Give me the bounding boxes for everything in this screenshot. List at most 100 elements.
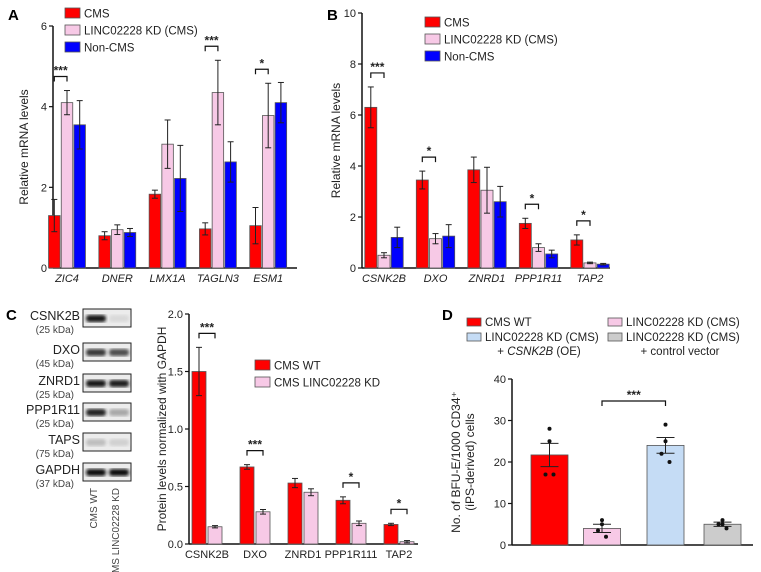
bar-cms-csnk2b — [364, 106, 378, 269]
bar-cms-wt-ppp1r111 — [335, 499, 351, 545]
legend-swatch — [466, 317, 482, 327]
blot-strip — [82, 308, 132, 328]
data-point — [543, 472, 548, 477]
panel-label-b: B — [327, 7, 338, 24]
significance-label: *** — [370, 60, 384, 74]
bar-cms-dxo — [415, 179, 429, 269]
y-tick-label: 2 — [350, 212, 356, 224]
legend-swatch — [424, 50, 441, 62]
blot-band — [86, 315, 106, 322]
legend-swatch — [254, 359, 271, 371]
blot-protein-label: TAPS — [48, 433, 80, 447]
x-category-label: DNER — [102, 273, 133, 285]
x-category-label: DXO — [243, 549, 267, 561]
western-blot: CSNK2B (25 kDa) DXO (45 kDa) ZNRD1 (25 kDa) PP… — [26, 308, 132, 572]
data-point — [724, 526, 729, 531]
significance-bracket — [204, 45, 219, 52]
significance-label: *** — [54, 64, 68, 78]
y-tick-label: 10 — [344, 8, 356, 20]
blot-kda-label: (45 kDa) — [36, 359, 74, 370]
data-point — [663, 439, 668, 444]
chart-b: 0 2 4 6 8 10 Relative mRNA levels CSNK2B DXO ZNRD… — [329, 8, 610, 285]
legend-swatch — [424, 16, 441, 28]
bar-cms-wt-znrd1 — [287, 482, 303, 545]
x-category-label: TAGLN3 — [197, 273, 240, 285]
y-tick-label: 1.5 — [168, 367, 183, 379]
legend-sub-prefix: + — [497, 346, 507, 358]
legend-swatch — [466, 332, 482, 342]
data-point — [716, 522, 721, 527]
legend-label: CMS — [84, 9, 110, 21]
blot-protein-label: ZNRD1 — [38, 374, 80, 388]
chart-a: 0 2 4 6 Relative mRNA levels ZIC4 DNER LMX1A TAG… — [17, 7, 297, 285]
panel-label-c: C — [6, 307, 17, 324]
blot-band — [86, 380, 106, 387]
x-category-label: LMX1A — [150, 273, 186, 285]
bar-cms-wt-tap2 — [383, 524, 399, 545]
blot-band — [109, 315, 129, 322]
bar-0 — [530, 454, 569, 546]
significance-bracket — [524, 203, 540, 210]
blot-strip — [82, 373, 132, 393]
bar-cms-ppp1r11 — [518, 222, 532, 269]
legend-sub-suffix: (OE) — [553, 346, 581, 358]
blot-strip — [82, 342, 132, 362]
y-tick-label: 4 — [41, 102, 47, 114]
legend-swatch — [424, 33, 441, 45]
significance-bracket — [246, 450, 264, 456]
bar-cms-wt-dxo — [239, 466, 255, 545]
data-point — [547, 426, 552, 431]
legend-label: LINC02228 KD (CMS) — [626, 317, 740, 329]
bar-2 — [646, 444, 685, 546]
y-tick-label: 10 — [494, 499, 506, 511]
blot-protein-label: PPP1R11 — [26, 403, 80, 417]
panel-label-a: A — [8, 7, 19, 24]
significance-bracket — [254, 68, 269, 75]
legend-label: LINC02228 KD (CMS) — [485, 332, 599, 344]
bar-cms-linc02228-kd-ppp1r111 — [351, 522, 367, 545]
blot-band — [86, 349, 106, 356]
bar-cms-znrd1 — [467, 169, 481, 269]
legend-label: CMS WT — [485, 317, 532, 329]
x-category-label: PPP1R11 — [515, 273, 563, 285]
legend-swatch — [607, 317, 623, 327]
legend-label: LINC02228 KD (CMS) — [626, 332, 740, 344]
significance-bracket — [342, 482, 360, 488]
blot-protein-label: GAPDH — [36, 463, 80, 477]
legend-label: LINC02228 KD (CMS) — [444, 35, 558, 47]
x-category-label: PPP1R111 — [325, 549, 378, 561]
blot-strip — [82, 432, 132, 452]
y-tick-label: 40 — [494, 374, 506, 386]
x-category-label: TAP2 — [577, 273, 604, 285]
blot-lane-label: CMS WT — [89, 488, 100, 529]
legend-sub-gene: CSNK2B — [507, 346, 553, 358]
bar-cms-dner — [98, 235, 111, 269]
significance-bracket — [576, 220, 591, 226]
y-tick-label: 0 — [41, 263, 47, 275]
significance-bracket — [370, 72, 385, 78]
legend-sublabel: + CSNK2B (OE) — [497, 346, 581, 358]
bar-cms-linc02228-kd-znrd1 — [303, 491, 319, 545]
data-point — [596, 528, 600, 533]
blot-kda-label: (25 kDa) — [36, 419, 74, 430]
legend-label: Non-CMS — [444, 52, 495, 64]
blot-band — [109, 469, 129, 476]
bar-cms-linc02228-kd-csnk2b — [207, 526, 223, 545]
significance-bracket — [421, 156, 437, 163]
y-tick-label: 6 — [350, 110, 356, 122]
data-point — [604, 534, 608, 539]
significance-label: *** — [205, 33, 219, 47]
panel-label-d: D — [442, 307, 453, 324]
data-point — [659, 451, 664, 456]
significance-label: * — [397, 496, 402, 510]
legend-label: CMS WT — [274, 361, 321, 373]
significance-label: *** — [248, 438, 262, 452]
y-tick-label: 6 — [41, 21, 47, 33]
blot-band — [109, 349, 129, 356]
blot-band — [109, 380, 129, 387]
significance-label: * — [530, 191, 535, 205]
bar-cms-linc02228-kd-dxo — [255, 511, 271, 545]
data-point — [600, 518, 604, 523]
bar-non-cms-dner — [123, 232, 137, 269]
